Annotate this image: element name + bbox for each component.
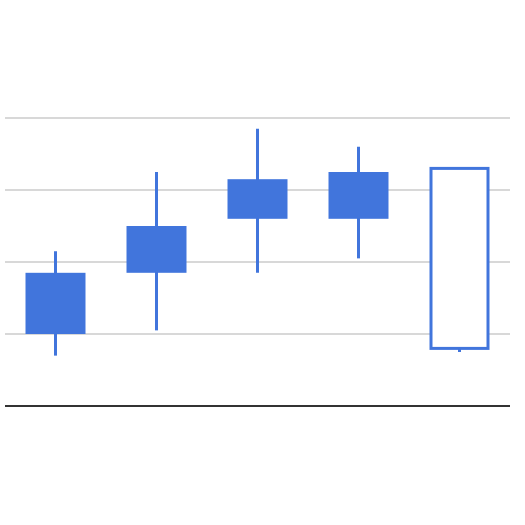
candle-body bbox=[26, 273, 86, 334]
candle bbox=[329, 147, 389, 259]
candle-body bbox=[329, 172, 389, 219]
candle bbox=[127, 172, 187, 330]
candle-body bbox=[127, 226, 187, 273]
candle-body bbox=[431, 168, 488, 348]
candle bbox=[431, 168, 488, 352]
candle bbox=[228, 129, 288, 273]
candle-body bbox=[228, 179, 288, 219]
candle bbox=[26, 251, 86, 355]
candles bbox=[26, 129, 489, 356]
